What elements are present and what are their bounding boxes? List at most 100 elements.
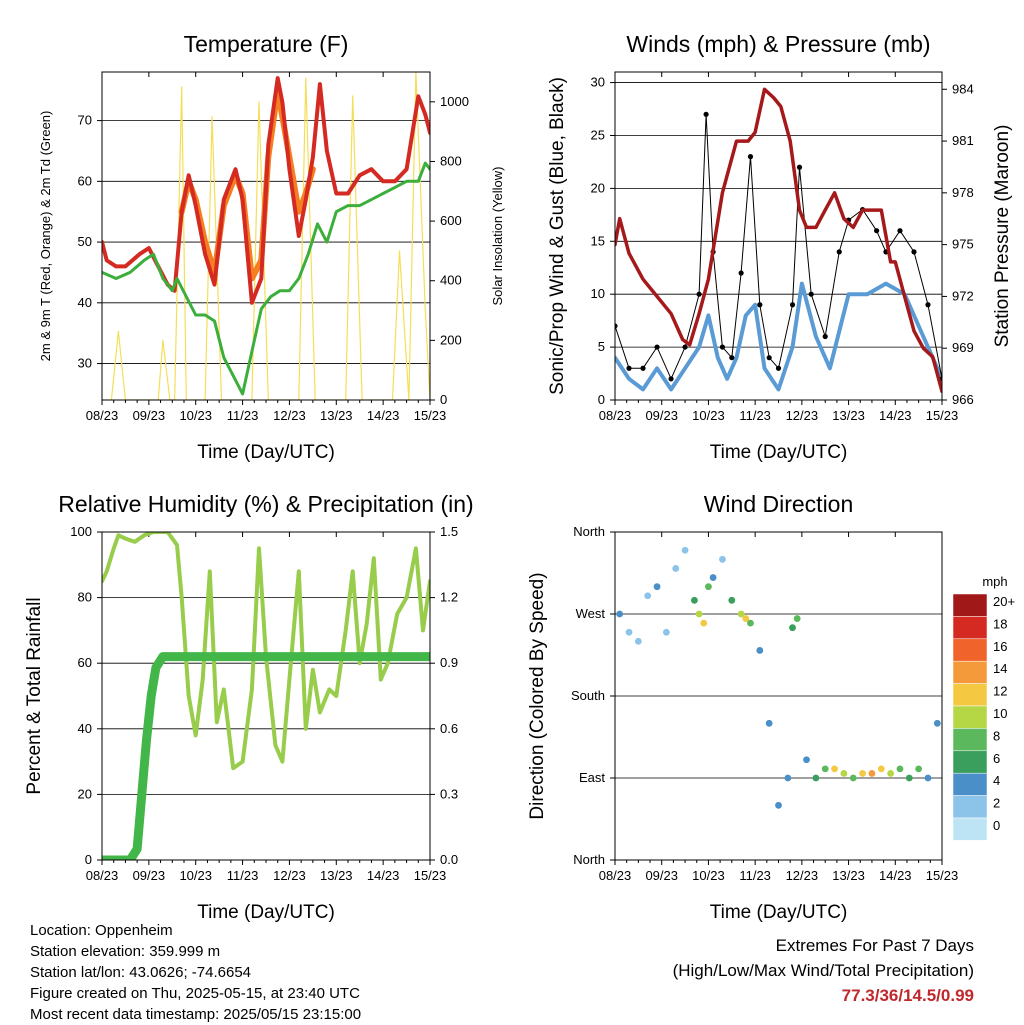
legend-swatch xyxy=(952,593,988,617)
y-tick-label: West xyxy=(576,606,606,621)
direction-point xyxy=(616,610,624,618)
x-tick-label: 09/23 xyxy=(133,408,166,423)
temperature-panel: Temperature (F) 30 40 50 60 70 0 200 400 600 800 10… xyxy=(38,31,505,463)
station-info: Location: Oppenheim Station elevation: 3… xyxy=(30,920,361,1025)
direction-point xyxy=(887,770,895,777)
legend-label: 18 xyxy=(993,616,1007,631)
x-tick-label: 12/23 xyxy=(273,868,306,883)
y-axis-label: 2m & 9m T (Red, Orange) & 2m Td (Green) xyxy=(38,111,53,362)
y2-tick-label: 0.3 xyxy=(440,786,458,801)
y-tick-label: 0 xyxy=(598,392,605,407)
direction-point xyxy=(812,774,820,782)
x-tick-label: 10/23 xyxy=(179,408,212,423)
x-tick-label: 14/23 xyxy=(367,408,400,423)
y-tick-label: 30 xyxy=(78,356,92,371)
direction-point xyxy=(672,565,680,572)
location-text: Location: Oppenheim xyxy=(30,922,173,939)
temp-2m-series-line xyxy=(102,76,430,305)
legend-title: mph xyxy=(982,574,1007,589)
humidity-panel: Relative Humidity (%) & Precipitation (i… xyxy=(24,491,474,923)
legend-label: 6 xyxy=(993,751,1000,766)
legend-label: 20+ xyxy=(993,594,1015,609)
y2-axis-label: Solar Insolation (Yellow) xyxy=(490,167,505,306)
x-axis-label: Time (Day/UTC) xyxy=(197,902,335,923)
direction-point xyxy=(742,615,750,622)
plot-border xyxy=(101,71,431,401)
direction-point xyxy=(775,801,782,809)
direction-point xyxy=(896,765,904,773)
winds-panel: Winds (mph) & Pressure (mb) 0 5 10 15 20 25 30 9… xyxy=(547,31,1013,463)
y-tick-label: 20 xyxy=(591,180,605,195)
y-tick-label: East xyxy=(579,770,605,785)
panel-title: Winds (mph) & Pressure (mb) xyxy=(626,31,930,57)
y2-tick-label: 972 xyxy=(952,288,974,303)
y-tick-label: North xyxy=(573,524,605,539)
x-tick-label: 10/23 xyxy=(179,868,212,883)
legend-label: 12 xyxy=(993,684,1007,699)
y-tick-label: 40 xyxy=(78,721,92,736)
y-tick-label: 40 xyxy=(78,295,92,310)
y2-tick-label: 0.6 xyxy=(440,721,458,736)
extremes-values: 77.3/36/14.5/0.99 xyxy=(841,986,974,1005)
direction-point xyxy=(691,596,698,604)
x-tick-label: 15/23 xyxy=(414,868,447,883)
direction-point xyxy=(905,774,913,782)
direction-point xyxy=(705,583,712,591)
gust-series-line xyxy=(615,113,942,380)
x-tick-label: 14/23 xyxy=(879,408,912,423)
extremes-heading: Extremes For Past 7 Days xyxy=(775,936,974,955)
plot-area xyxy=(616,546,941,809)
y-tick-label: 20 xyxy=(78,786,92,801)
x-tick-label: 08/23 xyxy=(86,408,119,423)
wind-speed-series-line xyxy=(615,281,942,392)
legend-swatch xyxy=(952,772,988,796)
legend-label: 8 xyxy=(993,728,1000,743)
y2-tick-label: 0.0 xyxy=(440,852,458,867)
direction-point xyxy=(709,574,717,581)
y-tick-label: 10 xyxy=(591,286,605,301)
legend-swatch xyxy=(952,705,988,729)
direction-point xyxy=(644,592,652,600)
y2-tick-label: 0.9 xyxy=(440,655,458,670)
x-tick-label: 13/23 xyxy=(832,868,865,883)
x-tick-label: 14/23 xyxy=(879,868,912,883)
direction-point xyxy=(803,756,810,764)
y2-tick-label: 600 xyxy=(440,213,462,228)
direction-panel: Wind DirectionNorthEastSouthWestNorth08/… xyxy=(527,491,1015,923)
direction-point xyxy=(784,774,792,782)
x-tick-label: 09/23 xyxy=(645,868,678,883)
direction-point xyxy=(868,770,876,777)
direction-point xyxy=(840,770,848,777)
y2-tick-label: 975 xyxy=(952,237,974,252)
direction-point xyxy=(719,555,726,563)
direction-point xyxy=(695,610,703,618)
direction-point xyxy=(915,765,923,773)
y2-tick-label: 1.5 xyxy=(440,524,458,539)
legend-swatch xyxy=(952,660,988,684)
plot-area xyxy=(615,87,942,394)
legend-swatch xyxy=(952,616,988,640)
direction-point xyxy=(859,770,866,777)
direction-point xyxy=(793,615,801,622)
direction-point xyxy=(831,765,838,773)
x-axis-label: Time (Day/UTC) xyxy=(197,442,335,463)
latlon-text: Station lat/lon: 43.0626; -74.6654 xyxy=(30,964,252,981)
plot-area xyxy=(102,72,430,400)
x-tick-label: 08/23 xyxy=(599,408,632,423)
y-tick-label: 70 xyxy=(78,113,92,128)
direction-point xyxy=(756,647,764,654)
x-axis-label: Time (Day/UTC) xyxy=(710,442,848,463)
direction-point xyxy=(653,583,661,591)
panel-title: Relative Humidity (%) & Precipitation (i… xyxy=(58,491,473,517)
legend-label: 16 xyxy=(993,639,1007,654)
x-tick-label: 12/23 xyxy=(786,408,819,423)
y2-tick-label: 400 xyxy=(440,273,462,288)
y-tick-label: South xyxy=(571,688,605,703)
direction-point xyxy=(765,719,773,727)
legend-label: 4 xyxy=(993,773,1000,788)
x-axis-label: Time (Day/UTC) xyxy=(710,902,848,923)
created-text: Figure created on Thu, 2025-05-15, at 23… xyxy=(30,985,360,1002)
x-tick-label: 13/23 xyxy=(320,868,353,883)
y-tick-label: 15 xyxy=(591,233,605,248)
